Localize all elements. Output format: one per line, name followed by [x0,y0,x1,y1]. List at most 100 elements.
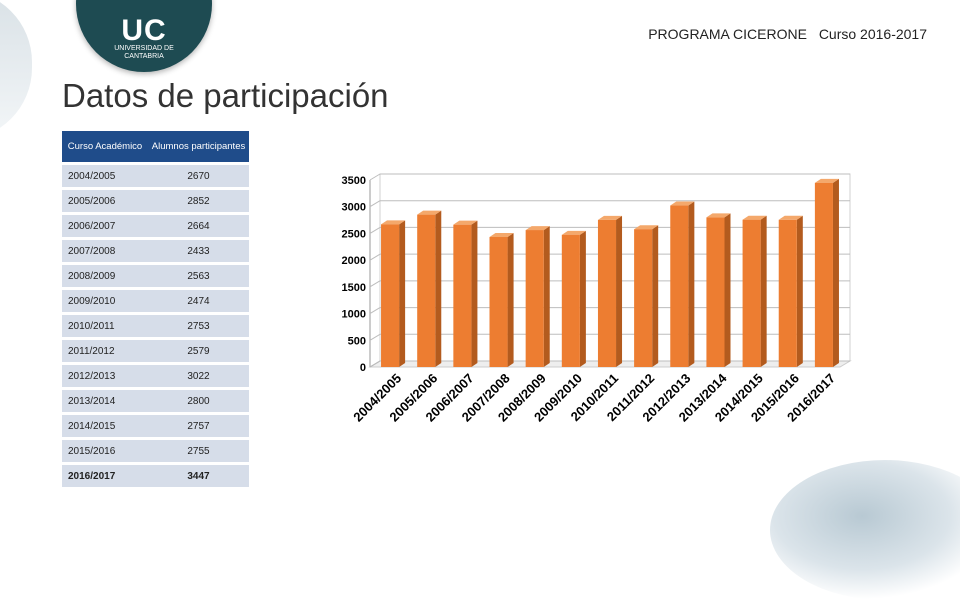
students-cell: 2757 [148,415,249,437]
decorative-shape-bottom-right [770,460,960,600]
bar-top [742,215,767,220]
students-cell: 2579 [148,340,249,362]
table-row: 2015/2016 2755 [62,440,249,462]
course-label: Curso 2016-2017 [818,26,927,42]
y-tick-label: 500 [348,335,366,347]
bar [381,224,400,367]
course-cell: 2004/2005 [62,165,148,187]
y-tick-label: 3500 [342,175,366,187]
bar-side [688,201,695,367]
students-cell: 2800 [148,390,249,412]
students-cell: 3022 [148,365,249,387]
y-tick-label: 2500 [342,228,366,240]
bar [525,230,544,367]
students-cell: 2474 [148,290,249,312]
table-row: 2007/2008 2433 [62,240,249,262]
bar-side [579,230,586,367]
table-row: 2005/2006 2852 [62,190,249,212]
bar-side [471,220,478,367]
students-cell: 2755 [148,440,249,462]
bar [778,219,797,367]
table-row: 2016/2017 3447 [62,465,249,487]
y-tick-label: 1500 [342,282,366,294]
y-tick-label: 3000 [342,202,366,214]
bar [814,182,833,367]
students-cell: 2433 [148,240,249,262]
logo-brand: UC [121,14,167,47]
course-cell: 2007/2008 [62,240,148,262]
table-row: 2011/2012 2579 [62,340,249,362]
bar-top [634,225,659,230]
bar-top [706,213,731,218]
gridline-side [369,173,381,181]
bar-top [489,233,514,238]
students-cell: 2664 [148,215,249,237]
y-tick-label: 1000 [342,309,366,321]
participation-table: Curso Académico Alumnos participantes 20… [62,128,249,490]
bar [706,217,725,367]
bar-top [561,230,586,235]
students-cell: 2753 [148,315,249,337]
bar-side [760,215,767,367]
gridline-side [369,333,381,341]
university-logo: UC UNIVERSIDAD DE CANTABRIA [76,0,212,72]
bar [489,237,508,367]
course-cell: 2010/2011 [62,315,148,337]
bar-top [453,220,478,225]
course-cell: 2016/2017 [62,465,148,487]
course-cell: 2006/2007 [62,215,148,237]
bar-side [399,220,406,367]
column-header-course: Curso Académico [62,131,148,162]
bar-top [525,226,550,231]
table-row: 2006/2007 2664 [62,215,249,237]
bar [634,229,653,367]
table-row: 2009/2010 2474 [62,290,249,312]
students-cell: 3447 [148,465,249,487]
bar-top [814,178,839,183]
course-cell: 2011/2012 [62,340,148,362]
bar [561,234,580,367]
bar [453,224,472,367]
participation-bar-chart: 05001000150020002500300035002004/2005200… [342,173,852,425]
students-cell: 2852 [148,190,249,212]
course-cell: 2012/2013 [62,365,148,387]
logo-university-name: UNIVERSIDAD DE CANTABRIA [114,45,174,60]
table-row: 2004/2005 2670 [62,165,249,187]
bar-top [417,210,442,215]
bar-side [616,215,623,367]
decorative-shape-left [0,0,32,140]
y-tick-label: 0 [360,362,366,374]
bar-side [724,213,731,367]
gridline-side [369,280,381,288]
bar-side [796,215,803,367]
bar-top [778,215,803,220]
table-row: 2010/2011 2753 [62,315,249,337]
bar-top [597,215,623,220]
course-cell: 2015/2016 [62,440,148,462]
course-cell: 2014/2015 [62,415,148,437]
y-tick-label: 2000 [342,255,366,267]
bar-top [381,220,406,225]
gridline-side [369,200,381,208]
table-header-row: Curso Académico Alumnos participantes [62,131,249,162]
course-cell: 2013/2014 [62,390,148,412]
bar [742,219,761,367]
gridline-side [369,226,381,234]
course-cell: 2009/2010 [62,290,148,312]
bar-side [543,226,550,367]
gridline-side [369,360,381,368]
page-title: Datos de participación [62,77,389,114]
table-row: 2008/2009 2563 [62,265,249,287]
bar-side [652,225,659,367]
bar-side [507,233,514,367]
gridline-side [369,307,381,315]
course-cell: 2005/2006 [62,190,148,212]
bar [670,205,689,367]
table-row: 2014/2015 2757 [62,415,249,437]
header: PROGRAMA CICERONE Curso 2016-2017 [648,26,927,42]
bar [597,219,617,367]
table-row: 2013/2014 2800 [62,390,249,412]
gridline-side [369,253,381,261]
program-name: PROGRAMA CICERONE [648,26,807,42]
bar-top [670,201,695,206]
